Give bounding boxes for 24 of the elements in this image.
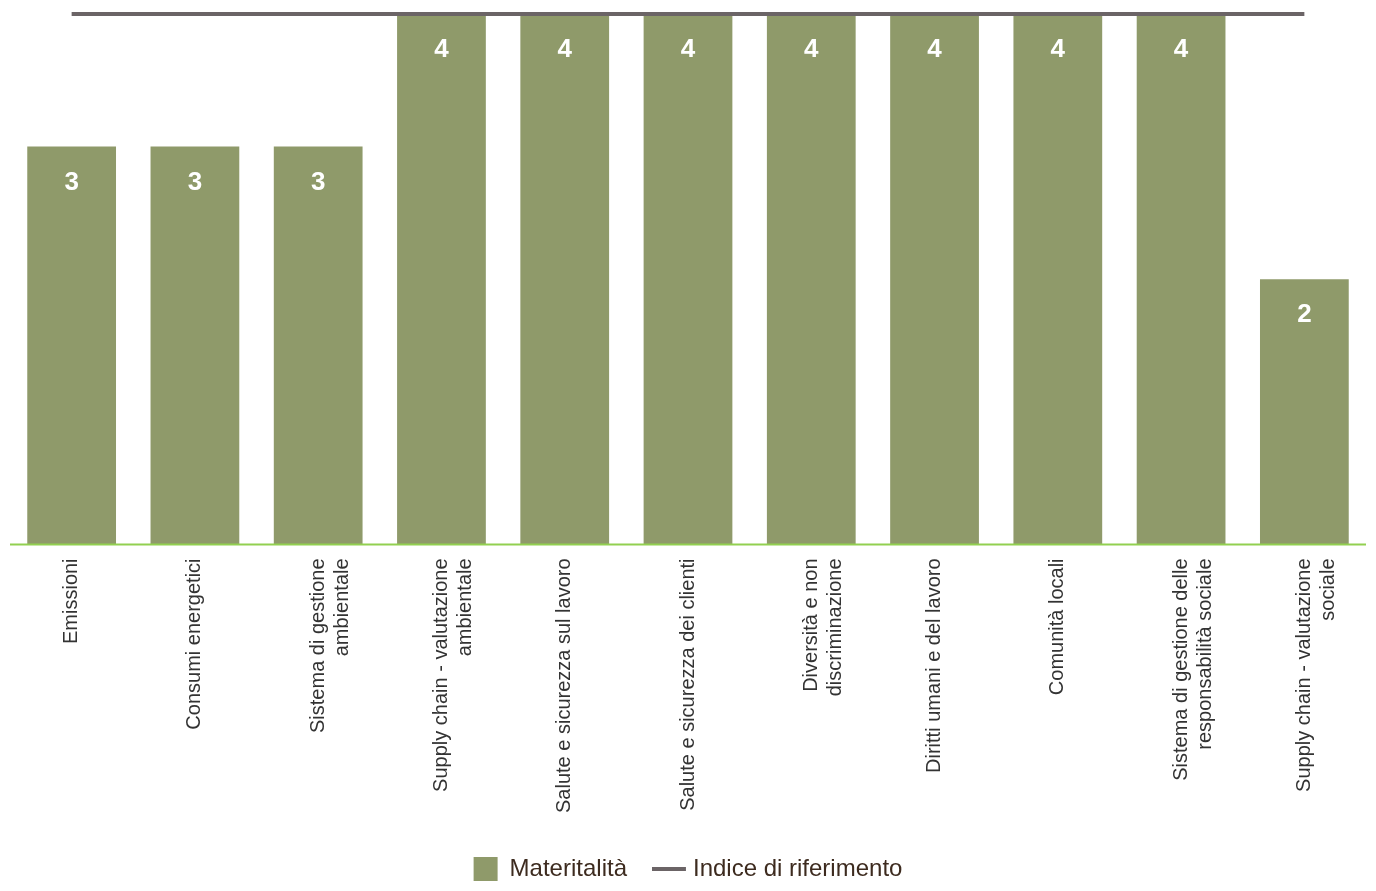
data-label: 3 — [187, 165, 203, 196]
data-label: 4 — [927, 33, 943, 64]
legend-label: Materitalità — [509, 853, 628, 881]
x-tick-label: Sistema di gestione ambientale — [305, 558, 352, 733]
data-label: 4 — [557, 33, 573, 64]
x-tick-label: Comunità locali — [1045, 558, 1068, 696]
x-tick-label: Consumi energetici — [182, 558, 205, 730]
x-tick-label: Supply chain - valutazione sociale — [1291, 558, 1338, 792]
x-tick-label: Diritti umani e del lavoro — [922, 558, 945, 773]
x-tick-label: Diversità e non discriminazione — [798, 558, 845, 697]
data-label: 4 — [804, 33, 820, 64]
data-label: 4 — [1050, 33, 1066, 64]
data-label: 3 — [310, 165, 326, 196]
x-tick-label: Supply chain - valutazione ambientale — [428, 558, 475, 792]
data-label: 2 — [1297, 298, 1312, 329]
data-label: 4 — [1173, 33, 1189, 64]
legend-label: Indice di riferimento — [692, 853, 903, 881]
data-label: 4 — [680, 33, 696, 64]
x-tick-label: Emissioni — [59, 558, 82, 645]
data-label: 3 — [64, 165, 79, 196]
x-tick-label: Salute e sicurezza dei clienti — [675, 558, 698, 811]
data-label: 4 — [434, 33, 450, 64]
x-tick-label: Salute e sicurezza sul lavoro — [552, 558, 575, 814]
x-tick-label: Sistema di gestione delle responsabilità sociale — [1168, 558, 1215, 781]
